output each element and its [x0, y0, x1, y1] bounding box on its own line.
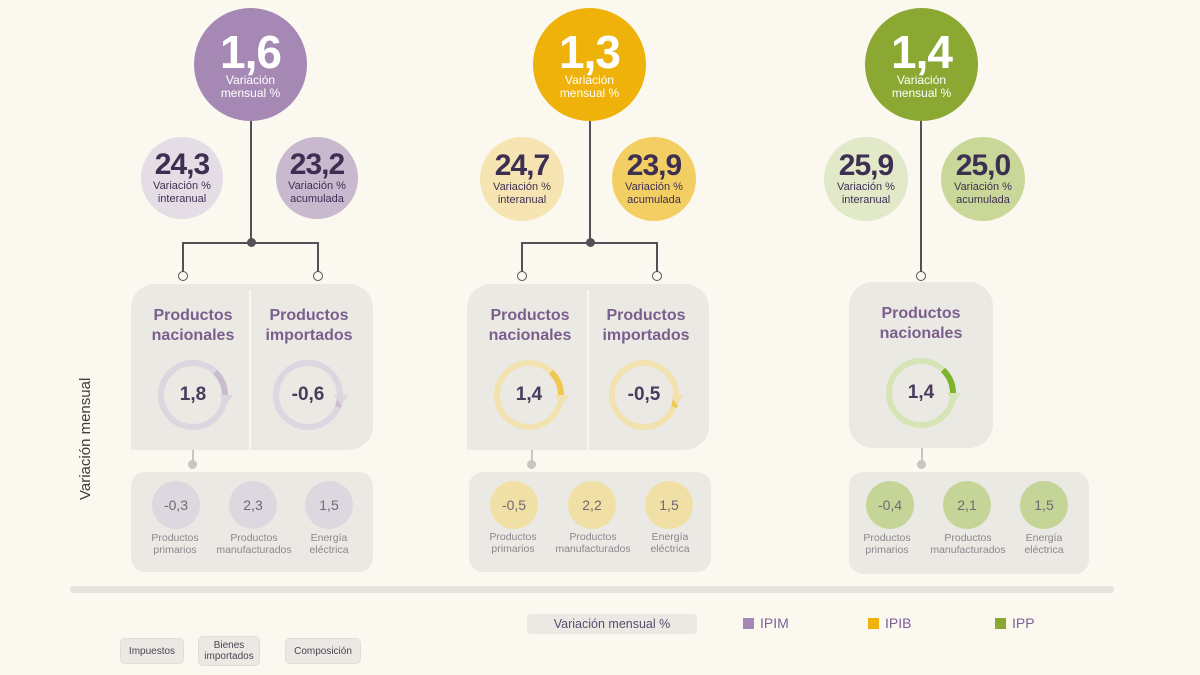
connector-line	[182, 242, 318, 244]
manufacturados-circle: 2,2	[568, 481, 616, 529]
bienes-importados-button[interactable]: Bienes importados	[199, 637, 259, 665]
ipim-main-circle: 1,6 Variación mensual %	[194, 8, 307, 121]
connector-line	[192, 450, 194, 464]
energia-label: Energía eléctrica	[650, 531, 690, 555]
panel-divider	[249, 290, 251, 450]
nacionales-gauge: 1,4	[881, 355, 961, 431]
connector-line	[317, 242, 319, 272]
connector-line	[921, 448, 923, 464]
manufacturados-label: Productos manufacturados	[930, 532, 1006, 556]
interanual-label: Variación % interanual	[153, 180, 211, 205]
acumulada-label: Variación % acumulada	[288, 180, 346, 205]
acumulada-label: Variación % acumulada	[954, 181, 1012, 206]
interanual-value: 24,7	[494, 149, 550, 182]
connector-node	[917, 460, 926, 469]
main-label: Variación mensual %	[559, 72, 620, 100]
manufacturados-circle: 2,1	[943, 481, 991, 529]
primarios-circle: -0,4	[866, 481, 914, 529]
connector-line	[521, 242, 523, 272]
importados-gauge: -0,5	[604, 357, 684, 433]
impuestos-button[interactable]: Impuestos	[121, 639, 183, 663]
primarios-circle: -0,5	[490, 481, 538, 529]
acumulada-value: 23,9	[626, 149, 682, 182]
acumulada-label: Variación % acumulada	[625, 181, 683, 206]
legend-variacion-pill: Variación mensual %	[527, 614, 697, 634]
connector-end	[178, 271, 188, 281]
connector-line	[521, 242, 657, 244]
energia-circle: 1,5	[645, 481, 693, 529]
ipp-main-circle: 1,4 Variación mensual %	[865, 8, 978, 121]
interanual-label: Variación % interanual	[837, 181, 895, 206]
connector-node	[527, 460, 536, 469]
primarios-circle: -0,3	[152, 481, 200, 529]
ipib-interanual-circle: 24,7 Variación % interanual	[480, 137, 564, 221]
energia-circle: 1,5	[305, 481, 353, 529]
importados-value: -0,5	[627, 384, 661, 405]
ipib-acumulada-circle: 23,9 Variación % acumulada	[612, 137, 696, 221]
panel-divider	[587, 290, 589, 450]
nacionales-value: 1,4	[515, 384, 543, 405]
manufacturados-circle: 2,3	[229, 481, 277, 529]
importados-title: Productos importados	[265, 307, 353, 344]
importados-title: Productos importados	[602, 307, 690, 344]
nacionales-value: 1,4	[907, 382, 935, 403]
legend-ipib-label: IPIB	[885, 615, 912, 631]
connector-line	[531, 450, 533, 464]
connector-end	[916, 271, 926, 281]
ipp-products-panel	[849, 282, 993, 448]
energia-label: Energía eléctrica	[1024, 532, 1064, 556]
main-value: 1,4	[891, 25, 953, 78]
legend-ipib[interactable]: IPIB	[868, 615, 911, 631]
connector-line	[589, 118, 591, 244]
manufacturados-label: Productos manufacturados	[555, 531, 631, 555]
importados-gauge: -0,6	[268, 357, 348, 433]
ipp-acumulada-circle: 25,0 Variación % acumulada	[941, 137, 1025, 221]
ipim-acumulada-circle: 23,2 Variación % acumulada	[276, 137, 358, 219]
importados-value: -0,6	[291, 384, 325, 405]
baseline-divider	[70, 586, 1114, 593]
energia-circle: 1,5	[1020, 481, 1068, 529]
acumulada-value: 25,0	[955, 149, 1011, 182]
primarios-label: Productos primarios	[151, 532, 199, 556]
primarios-label: Productos primarios	[863, 532, 911, 556]
y-axis-label: Variación mensual	[77, 377, 94, 500]
legend-swatch-ipp	[995, 617, 1006, 629]
interanual-value: 25,9	[838, 149, 894, 182]
interanual-label: Variación % interanual	[493, 181, 551, 206]
nacionales-gauge: 1,4	[489, 357, 569, 433]
composicion-button[interactable]: Composición	[286, 639, 360, 663]
interanual-value: 24,3	[154, 148, 210, 181]
nacionales-title: Productos nacionales	[488, 307, 572, 344]
legend-ipp-label: IPP	[1012, 615, 1035, 631]
connector-end	[313, 271, 323, 281]
nacionales-gauge: 1,8	[153, 357, 233, 433]
connector-line	[182, 242, 184, 272]
energia-label: Energía eléctrica	[309, 532, 349, 556]
ipp-interanual-circle: 25,9 Variación % interanual	[824, 137, 908, 221]
legend-ipp[interactable]: IPP	[995, 615, 1035, 631]
primarios-label: Productos primarios	[489, 531, 537, 555]
nacionales-value: 1,8	[179, 384, 207, 405]
legend-swatch-ipim	[743, 617, 754, 629]
main-value: 1,6	[220, 25, 282, 78]
nacionales-title: Productos nacionales	[151, 307, 235, 344]
manufacturados-label: Productos manufacturados	[216, 532, 292, 556]
legend-swatch-ipib	[868, 617, 879, 629]
main-value: 1,3	[559, 25, 621, 78]
connector-end	[517, 271, 527, 281]
nacionales-title: Productos nacionales	[879, 305, 963, 342]
acumulada-value: 23,2	[289, 148, 345, 181]
legend-ipim[interactable]: IPIM	[743, 615, 789, 631]
main-label: Variación mensual %	[220, 72, 281, 100]
main-label: Variación mensual %	[891, 72, 952, 100]
connector-line	[250, 118, 252, 244]
connector-node	[188, 460, 197, 469]
connector-line	[656, 242, 658, 272]
connector-line	[920, 118, 922, 274]
ipib-main-circle: 1,3 Variación mensual %	[533, 8, 646, 121]
legend-ipim-label: IPIM	[760, 615, 789, 631]
connector-end	[652, 271, 662, 281]
ipim-interanual-circle: 24,3 Variación % interanual	[141, 137, 223, 219]
